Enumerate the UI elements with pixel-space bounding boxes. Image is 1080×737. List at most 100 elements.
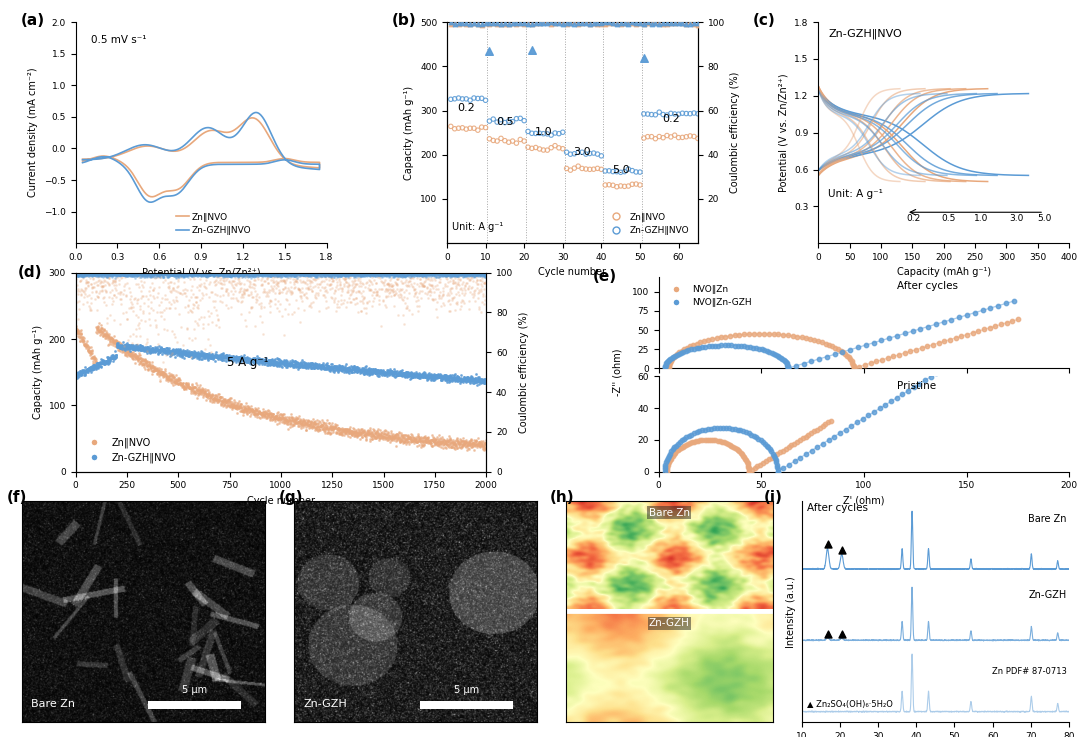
- Point: [69, 313, 86, 325]
- Point: [202, 269, 219, 281]
- Point: [275, 408, 293, 420]
- Point: [970, 325, 987, 337]
- Point: [471, 439, 488, 451]
- Point: [197, 351, 214, 363]
- Point: [160, 343, 177, 355]
- Point: [94, 355, 111, 367]
- Point: [94, 356, 111, 368]
- Point: [422, 370, 440, 382]
- Point: [671, 348, 688, 360]
- Point: [150, 270, 167, 282]
- Point: [438, 270, 456, 282]
- Point: [343, 269, 361, 281]
- Point: [99, 267, 117, 279]
- Point: [750, 433, 767, 444]
- Point: [284, 419, 301, 431]
- Point: [774, 444, 792, 456]
- Point: [377, 270, 394, 282]
- Point: [657, 360, 674, 371]
- Point: [295, 288, 312, 300]
- Point: [456, 269, 473, 281]
- Point: [85, 352, 103, 363]
- Point: [247, 403, 265, 415]
- Point: [318, 267, 335, 279]
- Point: [195, 270, 213, 282]
- Point: [408, 368, 426, 380]
- Point: [382, 366, 400, 377]
- Point: [643, 130, 660, 142]
- Y-axis label: Capacity (mAh g⁻¹): Capacity (mAh g⁻¹): [33, 325, 43, 419]
- Point: [408, 270, 426, 282]
- Point: [288, 268, 306, 279]
- Point: [194, 270, 212, 282]
- Legend: Zn‖NVO, Zn-GZH‖NVO: Zn‖NVO, Zn-GZH‖NVO: [172, 209, 255, 239]
- Point: [462, 268, 480, 280]
- Point: [399, 371, 416, 383]
- Point: [81, 363, 98, 374]
- Point: [347, 362, 364, 374]
- Point: [437, 268, 455, 280]
- Point: [392, 436, 409, 447]
- Point: [186, 267, 203, 279]
- Point: [222, 270, 240, 282]
- Point: [275, 329, 293, 340]
- Point: [401, 432, 418, 444]
- Point: [202, 268, 219, 280]
- Point: [203, 349, 220, 360]
- Point: [320, 426, 337, 438]
- Point: [272, 267, 289, 279]
- Point: [257, 356, 274, 368]
- Point: [562, 17, 579, 29]
- Point: [446, 435, 463, 447]
- Point: [171, 349, 188, 360]
- Point: [264, 268, 281, 280]
- Point: [455, 270, 472, 282]
- Point: [119, 349, 136, 360]
- Point: [270, 268, 287, 279]
- Point: [349, 365, 366, 377]
- Point: [266, 276, 283, 287]
- Point: [122, 269, 139, 281]
- Point: [338, 364, 355, 376]
- Point: [69, 367, 86, 379]
- Point: [301, 419, 319, 430]
- Point: [279, 273, 296, 284]
- Point: [347, 362, 364, 374]
- Point: [337, 423, 354, 435]
- Point: [145, 345, 162, 357]
- Point: [396, 267, 414, 279]
- Point: [248, 353, 266, 365]
- Point: [295, 421, 312, 433]
- Point: [403, 268, 420, 280]
- Point: [329, 296, 347, 307]
- Point: [183, 267, 200, 279]
- Point: [454, 93, 471, 105]
- Point: [97, 329, 114, 340]
- Point: [324, 269, 341, 281]
- Point: [81, 304, 98, 315]
- Point: [272, 408, 289, 420]
- Point: [73, 268, 91, 280]
- Point: [251, 411, 268, 422]
- Point: [265, 284, 282, 296]
- Point: [96, 355, 113, 367]
- Point: [272, 355, 289, 367]
- Point: [116, 346, 133, 358]
- Point: [289, 267, 307, 279]
- Point: [113, 340, 131, 352]
- Point: [89, 268, 106, 279]
- Point: [219, 267, 237, 279]
- Point: [472, 439, 489, 451]
- Point: [200, 290, 217, 302]
- Point: [620, 18, 637, 30]
- Point: [68, 296, 85, 308]
- Point: [134, 355, 151, 367]
- Point: [366, 363, 383, 374]
- Point: [823, 415, 840, 427]
- Point: [793, 332, 810, 343]
- Point: [400, 435, 417, 447]
- Point: [154, 371, 172, 383]
- Point: [168, 377, 186, 389]
- Point: [235, 268, 253, 279]
- Point: [386, 267, 403, 279]
